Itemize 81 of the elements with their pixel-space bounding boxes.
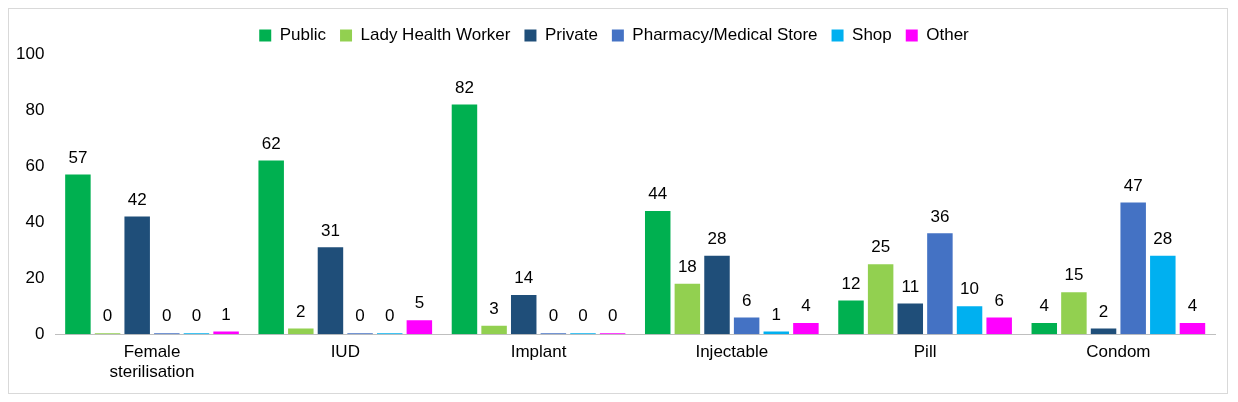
data-label: 18 bbox=[677, 256, 697, 276]
bar bbox=[986, 317, 1012, 335]
data-label: 0 bbox=[548, 306, 559, 326]
bar bbox=[258, 160, 284, 335]
bar bbox=[288, 328, 314, 335]
data-label: 0 bbox=[191, 306, 202, 326]
bar bbox=[510, 294, 537, 335]
bar bbox=[481, 325, 507, 335]
bar bbox=[763, 331, 790, 335]
x-tick-label: IUD bbox=[330, 342, 360, 362]
bar bbox=[956, 306, 983, 335]
data-label: 0 bbox=[162, 306, 172, 326]
data-label: 1 bbox=[221, 304, 231, 324]
y-tick-label: 80 bbox=[25, 99, 45, 119]
bar bbox=[406, 320, 433, 335]
bar bbox=[793, 322, 819, 335]
x-tick-label: Pill bbox=[913, 342, 937, 362]
data-label: 3 bbox=[489, 298, 499, 318]
legend-label: Shop bbox=[852, 25, 892, 45]
data-label: 57 bbox=[68, 147, 88, 167]
data-label: 47 bbox=[1123, 175, 1143, 195]
data-label: 15 bbox=[1064, 265, 1084, 285]
y-tick-label: 60 bbox=[25, 155, 45, 175]
bar bbox=[124, 216, 150, 335]
bar bbox=[674, 283, 701, 335]
data-label: 0 bbox=[384, 306, 395, 326]
bar bbox=[733, 317, 760, 335]
bar bbox=[867, 264, 894, 335]
data-label: 4 bbox=[801, 296, 811, 316]
data-label: 14 bbox=[514, 268, 534, 288]
data-label: 36 bbox=[930, 206, 950, 226]
bar bbox=[1061, 292, 1087, 335]
bar bbox=[644, 210, 671, 335]
x-tick-label: Condom bbox=[1086, 342, 1151, 362]
data-label: 4 bbox=[1187, 296, 1198, 316]
bar bbox=[704, 255, 730, 335]
y-tick-label: 40 bbox=[25, 211, 45, 231]
data-label: 82 bbox=[455, 77, 474, 97]
y-tick-label: 0 bbox=[34, 323, 45, 343]
legend-label: Lady Health Worker bbox=[360, 25, 511, 45]
data-label: 5 bbox=[414, 293, 425, 313]
bar bbox=[451, 104, 478, 335]
data-label: 28 bbox=[707, 228, 727, 248]
data-label: 6 bbox=[741, 290, 752, 310]
data-label: 28 bbox=[1153, 228, 1173, 248]
data-label: 12 bbox=[841, 273, 861, 293]
legend-label: Other bbox=[926, 25, 970, 45]
data-label: 0 bbox=[578, 306, 588, 326]
bar bbox=[1150, 255, 1176, 335]
bar bbox=[927, 233, 953, 335]
data-label: 6 bbox=[994, 290, 1004, 310]
bar bbox=[1120, 202, 1146, 335]
bar bbox=[838, 300, 864, 335]
bar bbox=[65, 174, 91, 335]
data-label: 4 bbox=[1039, 296, 1050, 316]
data-label: 25 bbox=[871, 237, 891, 257]
bar bbox=[1179, 322, 1206, 335]
data-label: 0 bbox=[102, 306, 113, 326]
bar bbox=[317, 247, 344, 335]
data-label: 42 bbox=[127, 189, 147, 209]
data-label: 10 bbox=[960, 279, 979, 299]
data-label: 62 bbox=[261, 133, 281, 153]
data-label: 11 bbox=[901, 276, 920, 296]
legend-label: Private bbox=[544, 25, 598, 45]
x-tick-label: Injectable bbox=[695, 342, 769, 362]
data-label: 0 bbox=[355, 306, 365, 326]
legend-label: Public bbox=[279, 25, 327, 45]
bar bbox=[1031, 322, 1058, 335]
data-label: 2 bbox=[1098, 301, 1109, 321]
legend-label: Pharmacy/Medical Store bbox=[632, 25, 818, 45]
y-tick-label: 20 bbox=[25, 267, 45, 287]
x-tick-label: Implant bbox=[510, 342, 567, 362]
y-tick-label: 100 bbox=[15, 43, 45, 63]
data-label: 31 bbox=[320, 220, 340, 240]
data-label: 0 bbox=[607, 306, 618, 326]
data-label: 44 bbox=[648, 184, 668, 204]
data-label: 2 bbox=[296, 301, 306, 321]
data-label: 1 bbox=[771, 304, 782, 324]
bar bbox=[213, 331, 239, 335]
bar bbox=[897, 303, 924, 335]
x-tick-label: Female sterilisation bbox=[109, 342, 195, 382]
